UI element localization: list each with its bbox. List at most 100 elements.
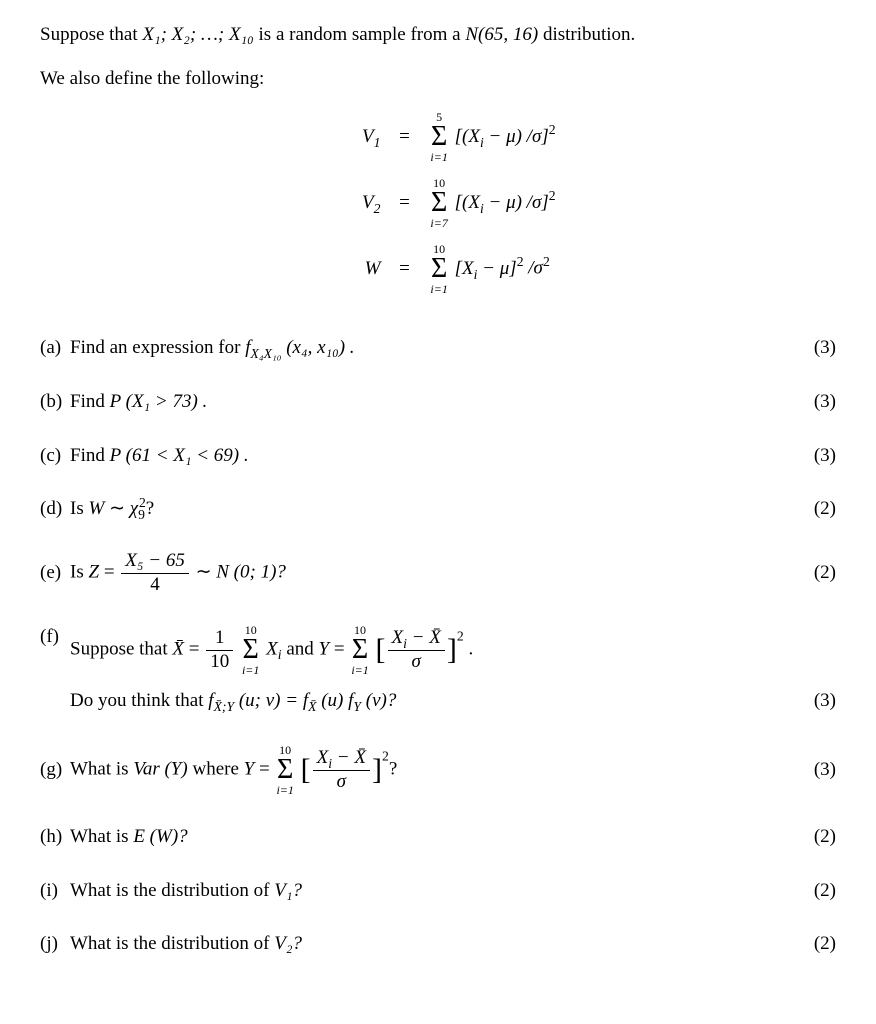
w-body-sup: 2	[517, 254, 524, 269]
equals-sign: =	[384, 124, 424, 150]
q-points: (2)	[796, 824, 836, 850]
question-d: (d) Is W ∼ χ92? (2)	[40, 496, 836, 522]
sum-bot: i=1	[430, 283, 447, 295]
qi-expr: V₁?	[274, 880, 302, 901]
question-b: (b) Find P (X₁ > 73) . (3)	[40, 389, 836, 415]
qb-expr: P (X₁ > 73) .	[110, 391, 208, 412]
equals-sign: =	[384, 190, 424, 216]
qf-y: Y	[319, 639, 330, 660]
q-points: (3)	[796, 443, 836, 469]
question-c: (c) Find P (61 < X₁ < 69) . (3)	[40, 443, 836, 469]
qg-brnum-mid: − X̄	[332, 747, 366, 768]
sum-bot: i=7	[430, 217, 447, 229]
q-body: What is E (W)?	[70, 824, 796, 850]
intro-line-1: Suppose that X₁; X₂; …; X₁₀ is a random …	[40, 22, 836, 48]
v1-lhs: V	[362, 126, 374, 147]
qf-eq1: =	[184, 639, 204, 660]
intro-sample: X₁; X₂; …; X₁₀	[142, 24, 253, 45]
question-j: (j) What is the distribution of V₂? (2)	[40, 931, 836, 957]
qb-pre: Find	[70, 391, 110, 412]
v2-body-sup: 2	[549, 188, 556, 203]
qe-eq: =	[99, 562, 119, 583]
qd-pre: Is	[70, 498, 88, 519]
v1-body-sup: 2	[549, 122, 556, 137]
v2-lhs-sub: 2	[374, 201, 381, 216]
qa-fsub: X₄X₁₀	[250, 346, 281, 361]
q-body: What is Var (Y) where Y = 10Σi=1 [Xi − X…	[70, 744, 796, 796]
intro-pre: Suppose that	[40, 24, 142, 45]
qe-tilde: ∼	[191, 562, 216, 583]
q-label: (g)	[40, 757, 70, 783]
q-points: (2)	[796, 560, 836, 586]
w-body-mid: − μ]	[477, 258, 516, 279]
qg-post: ?	[389, 758, 397, 779]
qf-brnum: X	[392, 627, 404, 648]
question-e: (e) Is Z = X₅ − 654 ∼ N (0; 1)? (2)	[40, 550, 836, 597]
qg-pre: What is	[70, 758, 133, 779]
qf-l2pre: Do you think that	[70, 690, 208, 711]
w-tail: /σ	[524, 258, 543, 279]
qg-eq: =	[254, 758, 274, 779]
q-points: (2)	[796, 496, 836, 522]
qg-y: Y	[244, 758, 255, 779]
q-label: (c)	[40, 443, 70, 469]
qf-sum1body: X	[261, 639, 277, 660]
qe-pre: Is	[70, 562, 88, 583]
qg-var: Var	[133, 758, 159, 779]
question-g: (g) What is Var (Y) where Y = 10Σi=1 [Xi…	[40, 744, 836, 796]
w-lhs: W	[365, 258, 381, 279]
sum-bot: i=1	[430, 151, 447, 163]
qd-tilde: ∼	[104, 498, 129, 519]
qd-chi: χ	[130, 498, 138, 519]
qf-and: and	[282, 639, 319, 660]
w-body-l: [X	[455, 258, 474, 279]
qg-brnum: X	[317, 747, 329, 768]
q-body: Is Z = X₅ − 654 ∼ N (0; 1)?	[70, 550, 796, 597]
q-label: (j)	[40, 931, 70, 957]
qi-pre: What is the distribution of	[70, 880, 274, 901]
qa-args: (x₄, x₁₀) .	[281, 337, 354, 358]
v1-body-l: [(X	[455, 126, 480, 147]
qg-where: where	[188, 758, 244, 779]
qe-num: X₅ − 65	[121, 550, 189, 574]
qf-frac-den: 10	[206, 651, 233, 674]
sum-symbol: 10Σi=1	[242, 624, 259, 676]
q-body: Find P (X₁ > 73) .	[70, 389, 796, 415]
q-label: (b)	[40, 389, 70, 415]
question-i: (i) What is the distribution of V₁? (2)	[40, 878, 836, 904]
qd-post: ?	[146, 498, 154, 519]
q-body: Suppose that X̄ = 110 10Σi=1 Xi and Y = …	[70, 624, 796, 714]
qj-pre: What is the distribution of	[70, 933, 274, 954]
sum-bot: i=1	[351, 664, 368, 676]
q-points: (3)	[796, 389, 836, 415]
q-label: (f)	[40, 624, 70, 650]
sum-symbol: 10 Σ i=1	[430, 243, 447, 295]
qf-post1: .	[464, 639, 474, 660]
qf-brnum-mid: − X̄	[407, 627, 441, 648]
intro-line-2: We also define the following:	[40, 66, 836, 92]
q-points: (2)	[796, 931, 836, 957]
questions-list: (a) Find an expression for fX₄X₁₀ (x₄, x…	[40, 335, 836, 957]
qf-xbar: X̄	[172, 639, 184, 660]
q-points: (2)	[796, 878, 836, 904]
fraction: Xi − X̄σ	[313, 747, 370, 794]
equation-w: W = 10 Σ i=1 [Xi − μ]2 /σ2	[320, 243, 555, 295]
qe-z: Z	[88, 562, 99, 583]
sum-bot: i=1	[276, 784, 293, 796]
qe-den: 4	[121, 574, 189, 597]
q-label: (i)	[40, 878, 70, 904]
q-points: (3)	[796, 688, 836, 714]
w-tail-sup: 2	[543, 254, 550, 269]
qf-pre: Suppose that	[70, 639, 172, 660]
v2-lhs: V	[362, 192, 374, 213]
qf-f2sub: X̄;Y	[214, 699, 235, 714]
qg-brden: σ	[313, 771, 370, 794]
q-label: (a)	[40, 335, 70, 361]
qc-expr: P (61 < X₁ < 69) .	[110, 445, 249, 466]
v2-body-l: [(X	[455, 192, 480, 213]
v1-lhs-sub: 1	[374, 135, 381, 150]
v2-body-mid: − μ) /σ]	[484, 192, 549, 213]
q-points: (3)	[796, 757, 836, 783]
qf-frac-num: 1	[206, 627, 233, 651]
page: Suppose that X₁; X₂; …; X₁₀ is a random …	[0, 0, 876, 997]
